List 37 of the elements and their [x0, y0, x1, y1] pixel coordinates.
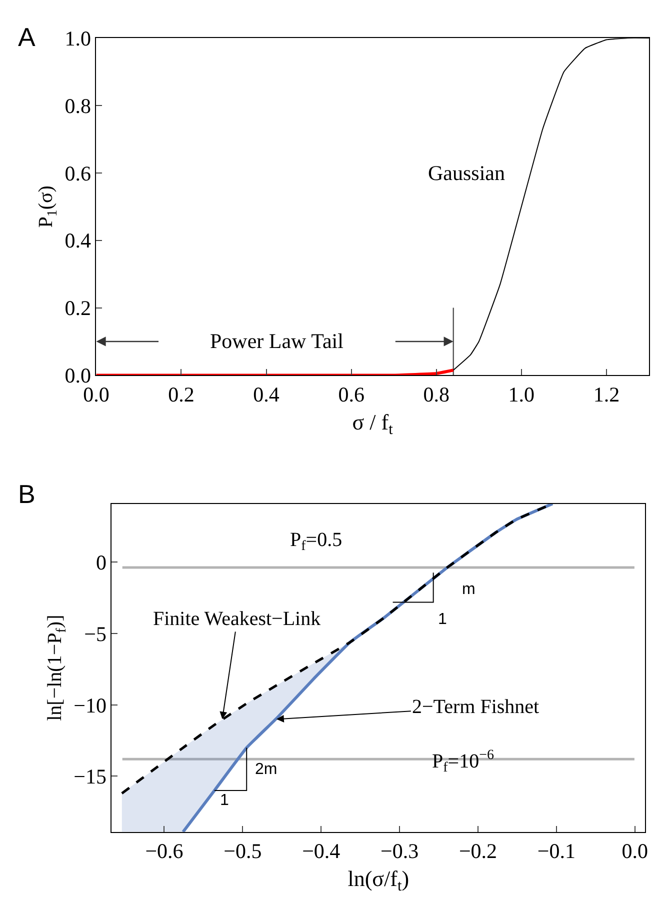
y-tick-label: −15 — [74, 764, 106, 789]
x-tick-label: −0.1 — [537, 839, 576, 864]
x-axis-title: σ / f$_{t}$ — [352, 409, 394, 438]
y-tick-label: 0.4 — [64, 228, 92, 253]
x-tick-label: −0.2 — [458, 839, 498, 864]
x-axis-title: ln(σ/f$_{t}$) — [348, 866, 410, 895]
x-tick-label: 1.2 — [593, 382, 620, 406]
chart-title: A — [18, 22, 36, 52]
x-tick-label: −0.3 — [380, 839, 419, 864]
chart-title: B — [18, 479, 36, 509]
annotation: 2−Term Fishnet — [412, 696, 540, 718]
y-tick-label: 0.0 — [64, 364, 92, 388]
x-tick-label: 0.4 — [253, 382, 280, 406]
y-tick-label: −5 — [84, 622, 106, 646]
y-tick-label: 0.6 — [64, 161, 92, 186]
annotation: Finite Weakest−Link — [153, 608, 321, 630]
x-tick-label: 0.2 — [168, 382, 194, 406]
annotation: 2m — [255, 761, 278, 778]
annotation: P$_{f}$=0.5 — [290, 529, 342, 554]
annotation: Gaussian — [428, 161, 506, 185]
y-tick-label: 0 — [96, 550, 106, 575]
x-tick-label: 0.0 — [622, 839, 648, 864]
y-tick-label: 1.0 — [64, 26, 92, 50]
x-tick-label: −0.5 — [224, 839, 262, 864]
annotation: 1 — [438, 611, 447, 628]
annotation: 1 — [220, 792, 229, 809]
x-tick-label: −0.6 — [145, 839, 184, 864]
x-tick-label: 1.0 — [508, 382, 535, 406]
y-tick-label: −10 — [74, 693, 106, 718]
y-tick-label: 0.2 — [64, 296, 92, 320]
annotation: P$_{f}$=10$^{−6}$ — [432, 748, 494, 776]
y-tick-label: 0.8 — [64, 94, 92, 118]
x-tick-label: 0.6 — [338, 382, 364, 406]
x-tick-label: −0.4 — [302, 839, 341, 864]
x-tick-label: 0.8 — [423, 382, 450, 406]
annotation: m — [462, 581, 476, 598]
annotation: Power Law Tail — [210, 329, 344, 353]
